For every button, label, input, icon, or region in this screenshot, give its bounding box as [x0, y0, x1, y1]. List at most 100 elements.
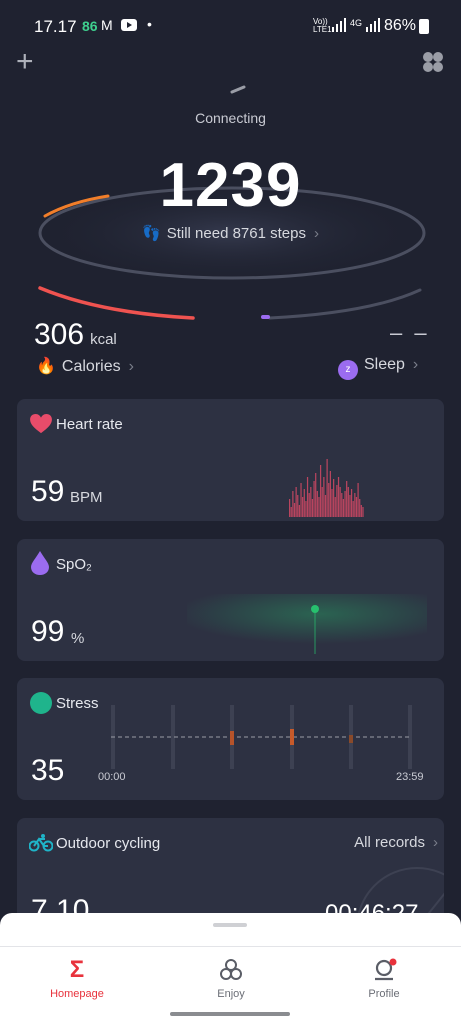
- steps-hint-link[interactable]: 👣 Still need 8761 steps ›: [0, 224, 461, 242]
- chevron-right-icon: ›: [128, 358, 134, 375]
- grid-menu-icon[interactable]: [422, 52, 444, 72]
- all-records-label: All records: [354, 834, 425, 851]
- heart-rate-bar: [300, 483, 302, 517]
- heart-rate-bar: [323, 477, 325, 517]
- status-bar: 17.17 86 M • Vo)) LTE1 4G 86%: [0, 0, 461, 50]
- heart-rate-bar: [341, 493, 343, 517]
- chevron-right-icon: ›: [412, 356, 419, 373]
- heart-rate-value: 59: [31, 475, 65, 508]
- heart-rate-bar: [359, 499, 361, 517]
- nav-enjoy-label: Enjoy: [217, 988, 245, 1000]
- heart-rate-bar: [349, 495, 351, 517]
- heart-rate-bar: [336, 485, 338, 517]
- heart-rate-bar: [292, 491, 294, 517]
- spo2-value: 99: [31, 615, 65, 648]
- heart-rate-bar: [346, 481, 348, 517]
- heart-rate-bar: [339, 487, 341, 517]
- heart-rate-bar: [305, 501, 307, 517]
- sleep-link[interactable]: z Sleep ›: [338, 356, 418, 380]
- heart-rate-bar: [326, 459, 328, 517]
- heart-rate-bar: [350, 489, 353, 517]
- volte-indicator: Vo)) LTE1: [313, 17, 332, 34]
- nav-homepage[interactable]: Σ Homepage: [0, 956, 154, 1006]
- nav-enjoy[interactable]: Enjoy: [154, 956, 308, 1006]
- signal-icon: [332, 18, 346, 32]
- battery-percent: 86%: [384, 17, 417, 34]
- sleep-value: – –: [390, 320, 430, 345]
- nav-homepage-label: Homepage: [50, 988, 104, 1000]
- spo2-unit: %: [71, 630, 85, 647]
- heart-rate-bar: [355, 497, 358, 517]
- spo2-card[interactable]: SpO₂ 99 %: [17, 539, 444, 661]
- heart-rate-bar: [342, 499, 345, 517]
- heart-rate-bar: [295, 487, 297, 517]
- connection-status: Connecting: [195, 110, 266, 126]
- sigma-icon: Σ: [69, 956, 85, 983]
- stress-start-time: 00:00: [98, 771, 126, 783]
- heart-rate-bar: [324, 495, 327, 517]
- calories-label: Calories: [61, 358, 121, 375]
- chevron-right-icon: ›: [433, 834, 438, 851]
- heart-rate-title: Heart rate: [56, 416, 123, 433]
- status-time: 17.17: [34, 17, 77, 36]
- heart-rate-bar: [308, 493, 310, 517]
- activity-ring: [38, 85, 426, 320]
- profile-icon: [375, 958, 397, 981]
- system-home-indicator[interactable]: [170, 1012, 290, 1016]
- gmail-icon: M: [101, 17, 113, 33]
- stress-card[interactable]: Stress 35 00:00 23:59: [17, 678, 444, 800]
- calories-link[interactable]: 🔥 Calories ›: [36, 356, 134, 376]
- heart-rate-bar: [293, 503, 296, 517]
- heart-rate-bar: [328, 483, 330, 517]
- spo2-title: SpO₂: [56, 556, 92, 573]
- heart-rate-bar: [290, 507, 292, 517]
- nav-profile[interactable]: Profile: [307, 956, 461, 1006]
- cycling-title: Outdoor cycling: [56, 835, 161, 852]
- outdoor-cycling-card[interactable]: Outdoor cycling All records› 7.10 00:46:…: [17, 818, 444, 928]
- heart-rate-bar: [360, 505, 362, 517]
- calories-unit: kcal: [90, 331, 117, 348]
- heart-rate-bar: [316, 491, 318, 517]
- heart-rate-bar: [337, 477, 340, 517]
- stress-title: Stress: [56, 695, 99, 712]
- heart-rate-bar: [298, 505, 301, 517]
- heart-rate-bar: [321, 487, 323, 517]
- heart-rate-bar: [357, 483, 359, 517]
- heart-rate-bar: [344, 491, 346, 517]
- heart-rate-card[interactable]: Heart rate 59 BPM: [17, 399, 444, 521]
- battery-icon: [419, 19, 429, 34]
- blood-drop-icon: [31, 551, 49, 575]
- stress-end-time: 23:59: [396, 771, 424, 783]
- heart-rate-bar: [289, 499, 291, 517]
- heart-rate-bar: [306, 477, 309, 517]
- bicycle-icon: [29, 834, 53, 852]
- chevron-right-icon: ›: [313, 225, 319, 242]
- all-records-link[interactable]: All records ›: [354, 834, 438, 851]
- network-type: 4G: [350, 18, 363, 28]
- footsteps-icon: 👣: [142, 225, 161, 242]
- spo2-chart: [187, 594, 427, 654]
- heart-rate-bar: [303, 489, 305, 517]
- moon-icon: z: [338, 360, 358, 380]
- heart-rate-bar: [310, 487, 312, 517]
- step-count[interactable]: 1239: [159, 151, 302, 220]
- rings-icon: [220, 959, 242, 980]
- nav-divider: [0, 946, 461, 947]
- bottom-navigation: [0, 913, 461, 1024]
- heart-rate-bar: [311, 499, 314, 517]
- drag-handle[interactable]: [213, 923, 247, 927]
- status-dot: •: [147, 16, 152, 32]
- nav-profile-label: Profile: [368, 988, 400, 1000]
- heart-rate-bar: [354, 493, 356, 517]
- heart-rate-bar: [334, 497, 336, 517]
- stress-value: 35: [31, 754, 65, 787]
- flame-icon: 🔥: [36, 358, 56, 375]
- status-carrier: 86: [82, 18, 98, 34]
- heart-rate-bar: [297, 495, 299, 517]
- calories-value: 306 kcal: [34, 318, 117, 352]
- add-icon[interactable]: +: [16, 45, 34, 78]
- steps-hint-text: Still need 8761 steps: [166, 225, 306, 242]
- calories-number: 306: [34, 318, 85, 351]
- signal-icon: [366, 18, 380, 32]
- heart-rate-bar: [313, 481, 315, 517]
